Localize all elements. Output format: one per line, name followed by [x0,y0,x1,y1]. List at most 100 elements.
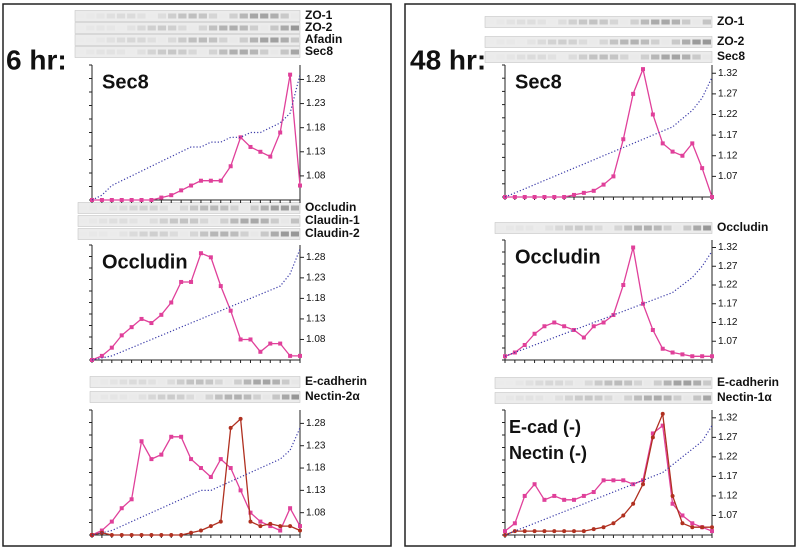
blot-band [260,218,269,224]
data-point [581,335,586,340]
blot-band [290,205,299,211]
data-point [139,316,144,321]
data-point [298,524,302,529]
blot-band [547,39,557,45]
data-point [690,354,695,359]
y-tick-label: 1.12 [718,491,738,502]
blot-band [486,19,495,25]
blot-band [291,394,299,400]
y-tick-label: 1.22 [718,109,738,120]
data-point [660,411,665,416]
legend-label: Nectin (-) [509,443,587,463]
blot-band [516,54,526,60]
blot-band [200,205,209,211]
blot-band [496,225,504,231]
blot-band [176,394,185,400]
y-tick-label: 1.22 [718,280,738,291]
blot-band [537,19,546,25]
blot-band [86,49,95,55]
blot-band [220,231,229,237]
blot-label: Claudin-2 [305,226,360,240]
blot-band [682,19,691,25]
data-point [660,423,665,428]
blot-band [215,394,223,400]
data-point [621,478,626,483]
y-tick-label: 1.12 [718,150,738,161]
blot-band [574,395,583,401]
blot-band [159,205,168,211]
blot-band [119,379,128,385]
blot-band [157,13,167,19]
blot-band [138,379,147,385]
blot-band [168,13,177,19]
blot-strip [77,215,301,227]
blot-band [188,37,197,43]
blot-band [86,25,95,31]
blot-band [574,225,583,231]
blot-band [683,395,692,401]
blot-band [614,380,623,386]
blot-band [535,395,544,401]
blot-band [290,49,299,55]
data-point [218,178,223,183]
data-point [278,130,283,135]
blot-band [280,37,289,43]
blot-band [673,380,682,386]
data-point [680,153,685,158]
series-line [92,74,301,201]
blot-band [116,25,126,31]
blot-band [291,379,299,385]
blot-band [651,19,660,25]
blot-band [230,218,239,224]
blot-band [589,39,598,45]
blot-band [240,218,249,224]
y-tick-label: 1.28 [306,74,326,85]
data-point [670,501,675,506]
blot-band [208,37,218,43]
blot-band [280,205,289,211]
blot-band [290,13,299,19]
data-point [189,457,194,462]
blot-band [663,395,672,401]
blot-band [139,231,148,237]
blot-band [91,379,99,385]
data-point [248,519,253,524]
blot-band [272,379,280,385]
blot-band [190,205,199,211]
blot-band [568,39,577,45]
blot-band [178,25,187,31]
data-point [208,178,213,183]
blot-band [188,25,197,31]
y-tick-label: 1.18 [306,293,326,304]
blot-band [243,394,252,400]
blot-band [609,54,619,60]
series-line [91,252,300,361]
data-point [572,497,576,502]
blot-band [609,39,619,45]
blot-strip [89,376,301,388]
blot-label: Claudin-1 [305,213,360,227]
blot-band [137,13,146,19]
blot-band [109,205,118,211]
data-point [159,312,164,317]
blot-strip [74,46,301,58]
blot-band [555,225,564,231]
blot-band [208,13,218,19]
data-point [268,341,273,346]
blot-label: ZO-2 [717,34,745,48]
y-tick-label: 1.12 [718,317,738,328]
blot-band [76,13,85,19]
data-point [562,529,567,534]
blot-band [270,37,279,43]
data-point [149,321,154,326]
data-point [258,349,263,354]
blot-band [634,225,642,231]
blot-band [682,54,691,60]
blot-band [692,39,701,45]
blot-band [149,231,158,237]
blot-band [640,19,650,25]
blot-band [545,380,554,386]
blot-band [253,394,261,400]
blot-band [168,25,177,31]
data-point [238,488,243,493]
